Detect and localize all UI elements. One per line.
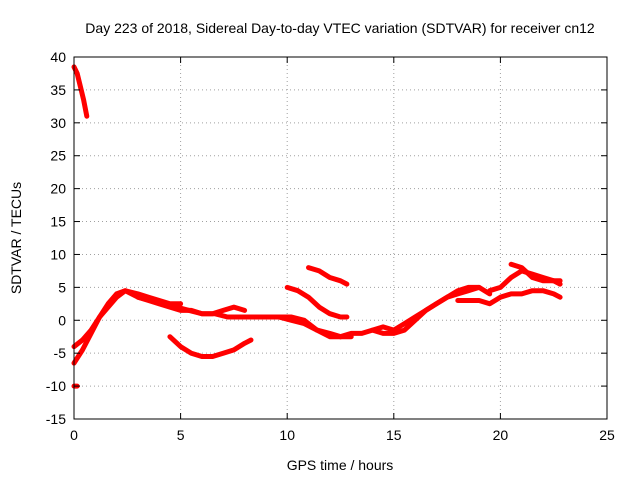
y-tick-label: 40: [50, 49, 66, 65]
x-tick-label: 15: [386, 427, 402, 443]
axis-ticks: -15 -10 -5 0 5 10 15 20 25 30 35 40 0 5 10 15 20 25: [46, 49, 615, 443]
x-axis-label: GPS time / hours: [287, 457, 394, 473]
y-tick-label: 0: [58, 312, 66, 328]
series-arc-5: [263, 314, 343, 340]
y-tick-label: -5: [54, 345, 67, 361]
series-arc-1: [71, 64, 90, 119]
series-arc-4: [135, 294, 248, 317]
series-arc-11: [455, 288, 563, 307]
y-tick-label: 20: [50, 181, 66, 197]
series-arc-10: [370, 284, 482, 333]
grid: [74, 57, 607, 419]
series-arc-3: [71, 288, 184, 350]
x-tick-label: 25: [599, 427, 615, 443]
y-tick-label: 5: [58, 279, 66, 295]
y-tick-label: -10: [46, 378, 66, 394]
y-tick-label: 15: [50, 214, 66, 230]
chart-title: Day 223 of 2018, Sidereal Day-to-day VTE…: [85, 20, 595, 36]
x-tick-label: 10: [279, 427, 295, 443]
series-arc-8: [306, 265, 350, 287]
series-arc-13: [508, 261, 563, 284]
x-tick-label: 5: [177, 427, 185, 443]
x-tick-label: 20: [493, 427, 509, 443]
series-arc-7: [284, 284, 350, 320]
plot-frame: [73, 56, 608, 420]
y-tick-label: -15: [46, 411, 66, 427]
y-tick-label: 30: [50, 115, 66, 131]
y-tick-label: 25: [50, 148, 66, 164]
x-tick-label: 0: [70, 427, 78, 443]
y-tick-label: 35: [50, 82, 66, 98]
series-arc-9: [338, 284, 493, 340]
y-axis-label: SDTVAR / TECUs: [8, 182, 24, 294]
series-arc-6: [167, 334, 254, 359]
y-tick-label: 10: [50, 246, 66, 262]
